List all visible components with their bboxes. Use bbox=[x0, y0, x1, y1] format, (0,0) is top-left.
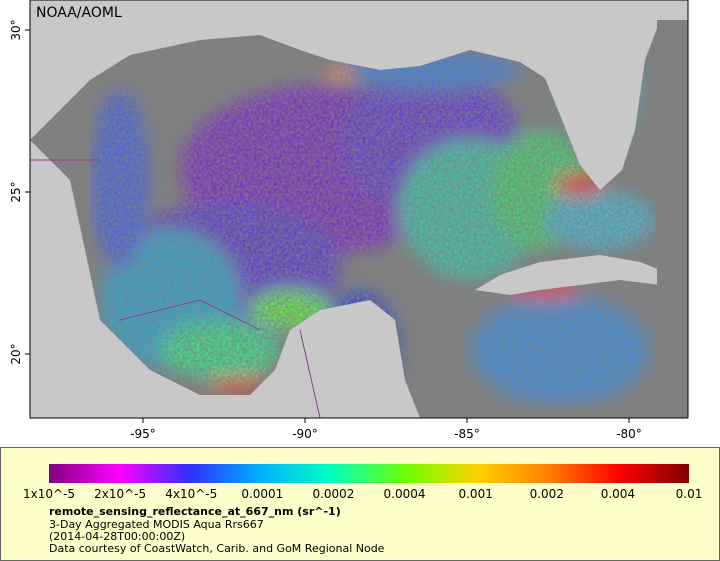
colorbar: 1x10^-5 2x10^-5 4x10^-5 0.0001 0.0002 0.0004 0… bbox=[23, 464, 703, 501]
colorbar-tick-label: 0.001 bbox=[458, 487, 492, 501]
colorbar-tick-label: 0.002 bbox=[530, 487, 564, 501]
colorbar-tick-label: 2x10^-5 bbox=[94, 487, 146, 501]
colorbar-tick-label: 0.0004 bbox=[384, 487, 426, 501]
lat-tick-label: 30° bbox=[9, 19, 23, 40]
colorbar-gradient bbox=[49, 464, 689, 483]
lon-tick-label: -90° bbox=[292, 427, 318, 441]
colorbar-tick-label: 0.004 bbox=[601, 487, 635, 501]
time: (2014-04-28T00:00:00Z) bbox=[49, 530, 186, 543]
no-data bbox=[657, 20, 688, 418]
variable: remote_sensing_reflectance_at_667_nm (sr… bbox=[49, 505, 341, 518]
colorbar-tick-label: 4x10^-5 bbox=[165, 487, 217, 501]
colorbar-tick-label: 0.01 bbox=[676, 487, 703, 501]
lon-tick-label: -85° bbox=[454, 427, 480, 441]
land-cuba bbox=[475, 255, 660, 295]
map: NOAA/AOML -95° -90° -85° -80° 20° 25° 30° bbox=[9, 0, 689, 441]
land-mexico bbox=[30, 140, 420, 418]
colorbar-tick-label: 0.0002 bbox=[312, 487, 354, 501]
dataset: 3-Day Aggregated MODIS Aqua Rrs667 bbox=[49, 518, 264, 531]
frame bbox=[29, 0, 689, 419]
colorbar-tick-label: 0.0001 bbox=[241, 487, 283, 501]
border bbox=[30, 159, 321, 418]
map-area bbox=[30, 0, 688, 418]
land-us bbox=[30, 0, 688, 190]
lat-tick-label: 25° bbox=[9, 181, 23, 202]
lat-tick-label: 20° bbox=[9, 343, 23, 364]
credit: NOAA/AOML bbox=[36, 5, 122, 21]
lon-tick-label: -95° bbox=[130, 427, 156, 441]
lon-tick-label: -80° bbox=[616, 427, 642, 441]
courtesy: Data courtesy of CoastWatch, Carib. and … bbox=[49, 542, 385, 555]
legend-panel: 1x10^-5 2x10^-5 4x10^-5 0.0001 0.0002 0.0004 0… bbox=[0, 447, 720, 561]
colorbar-tick-label: 1x10^-5 bbox=[23, 487, 75, 501]
